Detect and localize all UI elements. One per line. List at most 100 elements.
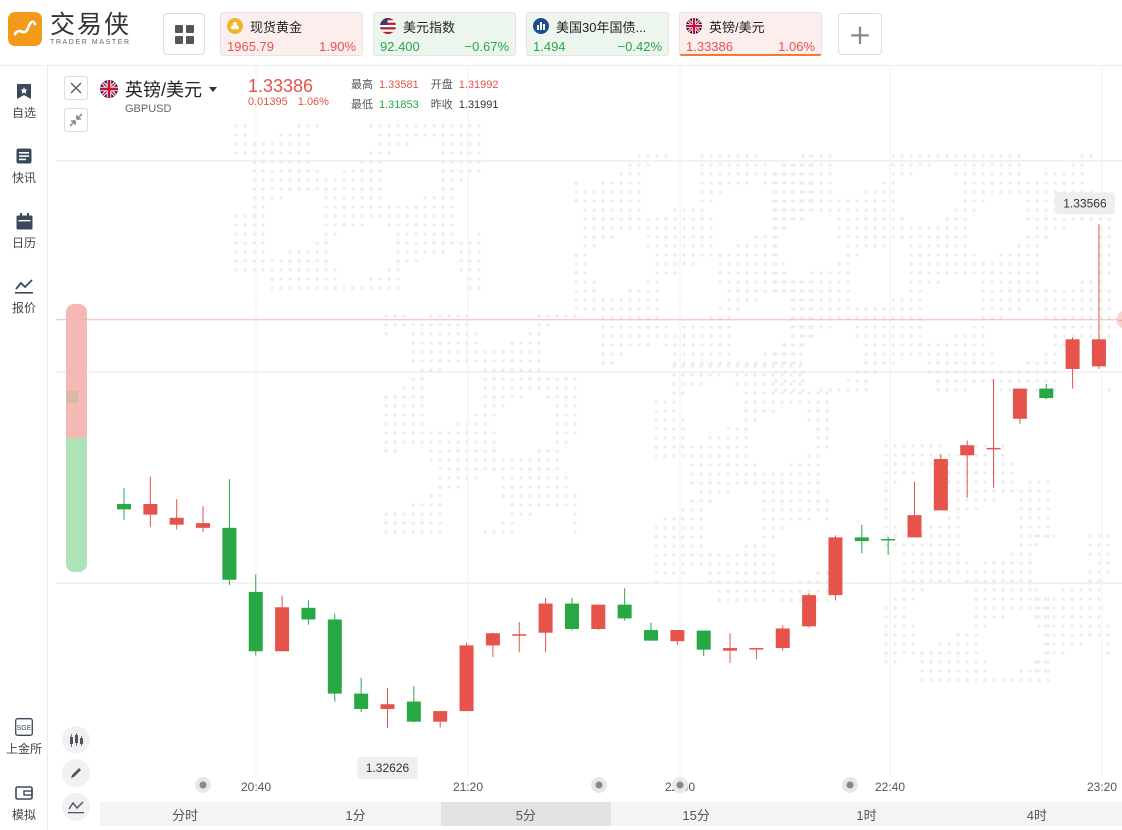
- candle: [960, 440, 975, 498]
- sentiment-bar-buy: [66, 432, 87, 572]
- ticker-price: 1965.79: [227, 39, 274, 54]
- symbol-code: GBPUSD: [125, 103, 172, 115]
- chart-type-button[interactable]: [62, 726, 90, 754]
- gold-coin-icon: [227, 18, 243, 34]
- ticker-name: 美国30年国债...: [556, 19, 647, 35]
- logo[interactable]: 交易侠 TRADER MASTER: [8, 12, 131, 46]
- scroll-handle: [672, 777, 688, 793]
- ticker-usd-index[interactable]: 美元指数 92.400 −0.67%: [373, 12, 516, 56]
- candle: [1039, 383, 1054, 400]
- candle: [828, 535, 843, 601]
- timeframe-tick[interactable]: 分时: [172, 807, 199, 823]
- svg-text:SGE: SGE: [17, 725, 32, 732]
- candle: [538, 597, 553, 653]
- candle: [354, 677, 369, 713]
- candle: [248, 574, 263, 656]
- chart-overlay: 1.33566 1.32626: [56, 192, 1122, 780]
- x-tick-label: 20:40: [241, 780, 271, 794]
- news-icon: [15, 147, 33, 165]
- sidebar-item-watchlist[interactable]: 自选: [0, 82, 48, 121]
- candle: [196, 506, 211, 533]
- change-percent: 1.06%: [297, 96, 329, 108]
- sidebar-item-label: 快讯: [11, 171, 36, 185]
- ticker-change: 1.06%: [778, 39, 815, 54]
- candle: [986, 379, 1001, 489]
- candle: [775, 625, 790, 651]
- live-price-glow: [1116, 311, 1122, 329]
- sidebar-item-news[interactable]: 快讯: [0, 147, 48, 186]
- current-price: 1.33386: [248, 76, 314, 96]
- candle: [696, 630, 711, 657]
- plus-icon: +: [848, 17, 872, 51]
- candle: [881, 536, 896, 555]
- high-label: 最高: [351, 79, 373, 91]
- low-price-label: 1.32626: [357, 757, 418, 780]
- grid-menu-button[interactable]: [163, 13, 205, 55]
- ticker-us-30y-bond[interactable]: 美国30年国债... 1.494 −0.42%: [526, 12, 669, 56]
- timeframe-5m[interactable]: 5分: [440, 802, 611, 826]
- timeframe-15m[interactable]: 15分: [682, 807, 710, 823]
- sidebar-item-label: 报价: [11, 301, 36, 315]
- candle: [1012, 388, 1027, 425]
- candle: [380, 687, 395, 729]
- sge-icon: SGE: [15, 718, 33, 736]
- close-icon: [70, 82, 82, 94]
- open-value: 1.31992: [458, 79, 499, 91]
- scroll-handle: [591, 777, 607, 793]
- low-label: 最低: [351, 99, 373, 111]
- us-flag-icon: [380, 18, 396, 34]
- candle: [327, 613, 342, 702]
- sidebar-item-simulate[interactable]: 模拟: [0, 784, 48, 823]
- calendar-icon: [15, 212, 33, 230]
- pencil-icon: [71, 768, 81, 778]
- timeframe-1h[interactable]: 1时: [856, 807, 877, 823]
- candle: [512, 622, 527, 653]
- candle: [222, 479, 237, 586]
- candles-layer: [117, 224, 1122, 729]
- candle: [433, 711, 448, 728]
- symbol-name: 英镑/美元: [125, 80, 203, 100]
- sidebar-item-label: 自选: [11, 106, 36, 120]
- sidebar-item-quotes[interactable]: 报价: [0, 277, 48, 316]
- shrink-chart-button[interactable]: [64, 108, 88, 132]
- indicator-button[interactable]: [62, 793, 90, 821]
- timeframe-4h[interactable]: 4时: [1026, 807, 1047, 823]
- candle: [1091, 224, 1106, 369]
- prev-close-value: 1.31991: [458, 99, 499, 111]
- timeframe-1m[interactable]: 1分: [345, 807, 366, 823]
- prev-close-label: 昨收: [430, 99, 453, 111]
- add-ticker-button[interactable]: +: [838, 13, 882, 55]
- logo-title: 交易侠: [50, 10, 132, 39]
- logo-subtitle: TRADER MASTER: [50, 39, 131, 46]
- scroll-handle: [195, 777, 211, 793]
- ticker-gbpusd[interactable]: 英镑/美元 1.33386 1.06%: [679, 12, 822, 56]
- sidebar-item-sge[interactable]: SGE 上金所: [0, 718, 48, 757]
- ticker-price: 1.33386: [686, 39, 733, 54]
- candle: [485, 632, 500, 658]
- candle: [670, 630, 685, 645]
- high-price-label: 1.33566: [1054, 192, 1115, 215]
- candle: [802, 592, 817, 628]
- ticker-gold[interactable]: 现货黄金 1965.79 1.90%: [220, 12, 363, 56]
- price-stats: 最高 1.33581 开盘 1.31992 最低 1.31853 昨收 1.31…: [351, 75, 511, 115]
- draw-tool-button[interactable]: [62, 759, 90, 787]
- candle: [749, 648, 764, 660]
- candle: [1065, 337, 1080, 389]
- x-tick-label: 23:20: [1087, 780, 1117, 794]
- ticker-name: 英镑/美元: [709, 19, 765, 35]
- uk-flag-icon: [686, 18, 702, 34]
- sidebar-item-calendar[interactable]: 日历: [0, 212, 48, 251]
- ticker-price: 92.400: [380, 39, 420, 54]
- world-map-background: [234, 124, 1111, 682]
- bond-chart-icon: [533, 18, 549, 34]
- close-chart-button[interactable]: [64, 76, 88, 100]
- ticker-change: 1.90%: [319, 39, 356, 54]
- candle: [143, 476, 158, 527]
- bookmark-icon: [15, 82, 33, 100]
- collapse-arrows-icon: [69, 113, 83, 127]
- candle: [854, 524, 869, 554]
- symbol-selector[interactable]: 英镑/美元 GBPUSD: [100, 76, 218, 115]
- low-value: 1.31853: [379, 99, 419, 111]
